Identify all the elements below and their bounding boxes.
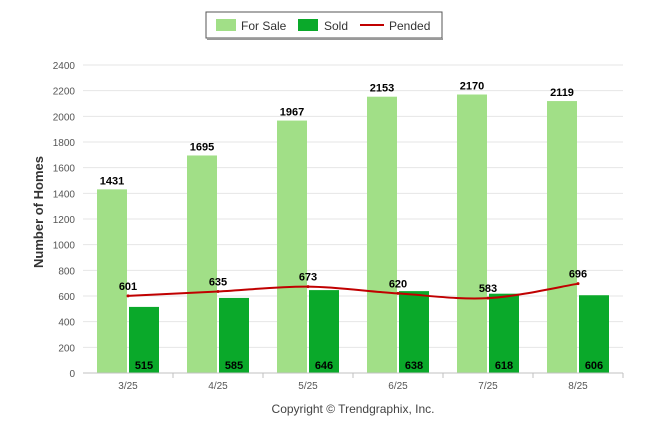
bar-sold xyxy=(489,293,519,373)
bar-sold xyxy=(399,291,429,373)
data-label-sold: 646 xyxy=(315,360,333,372)
pended-point xyxy=(306,285,310,289)
y-axis-label: Number of Homes xyxy=(31,156,46,268)
pended-line xyxy=(127,282,579,300)
pended-point xyxy=(576,282,580,286)
bar-for-sale xyxy=(457,94,487,374)
bar-for-sale xyxy=(97,189,127,373)
data-label-sold: 618 xyxy=(495,360,513,372)
y-tick-label: 0 xyxy=(69,369,75,380)
data-label-for-sale: 2153 xyxy=(370,83,394,95)
y-tick-label: 1000 xyxy=(53,241,76,252)
data-label-sold: 606 xyxy=(585,360,603,372)
data-label-sold: 638 xyxy=(405,360,423,372)
data-label-pended: 673 xyxy=(299,272,317,284)
x-tick-label: 3/25 xyxy=(118,381,138,392)
pended-point xyxy=(126,294,130,298)
bar-for-sale xyxy=(277,120,307,374)
legend: For Sale Sold Pended xyxy=(205,11,443,40)
data-label-pended: 601 xyxy=(119,281,137,293)
data-label-for-sale: 1967 xyxy=(280,107,304,119)
bar-sold xyxy=(219,297,249,373)
pended-point xyxy=(486,296,490,300)
x-tick-label: 7/25 xyxy=(478,381,498,392)
bar-for-sale xyxy=(547,101,577,373)
legend-label-sold: Sold xyxy=(324,19,348,33)
y-tick-label: 2400 xyxy=(53,61,76,72)
legend-label-for-sale: For Sale xyxy=(241,19,287,33)
copyright-text: Copyright © Trendgraphix, Inc. xyxy=(272,402,435,416)
y-tick-label: 1200 xyxy=(53,215,76,226)
pended-point xyxy=(396,291,400,295)
y-tick-label: 2000 xyxy=(53,112,76,123)
bar-sold xyxy=(309,290,339,373)
bar-sold xyxy=(579,295,609,373)
data-label-pended: 620 xyxy=(389,278,407,290)
data-labels: 1431 515 1695 585 1967 646 2153 638 2170 618 2119 6… xyxy=(100,81,603,372)
legend-label-pended: Pended xyxy=(389,19,430,33)
data-label-sold: 515 xyxy=(135,360,153,372)
bars xyxy=(97,94,609,374)
axes: 0 200 400 600 800 1000 1200 1400 1600 1800 2000 220… xyxy=(53,61,624,392)
y-tick-label: 1400 xyxy=(53,189,76,200)
y-tick-label: 1800 xyxy=(53,138,76,149)
legend-swatch-sold xyxy=(298,19,318,31)
y-tick-label: 1600 xyxy=(53,164,76,175)
data-label-pended: 635 xyxy=(209,277,227,289)
y-tick-label: 200 xyxy=(58,343,75,354)
pended-point xyxy=(216,290,220,294)
x-tick-label: 8/25 xyxy=(568,381,588,392)
data-label-pended: 583 xyxy=(479,283,497,295)
bar-for-sale xyxy=(187,155,217,373)
x-tick-label: 4/25 xyxy=(208,381,228,392)
data-label-for-sale: 2170 xyxy=(460,81,484,93)
x-tick-label: 5/25 xyxy=(298,381,318,392)
legend-swatch-for-sale xyxy=(216,19,236,31)
legend-box xyxy=(205,11,443,39)
data-label-for-sale: 2119 xyxy=(550,87,574,99)
y-tick-label: 400 xyxy=(58,318,75,329)
bar-for-sale xyxy=(367,96,397,373)
data-label-sold: 585 xyxy=(225,360,243,372)
pended-line-group xyxy=(126,282,580,300)
data-label-for-sale: 1695 xyxy=(190,141,214,153)
x-tick-label: 6/25 xyxy=(388,381,408,392)
data-label-pended: 696 xyxy=(569,269,587,281)
data-label-for-sale: 1431 xyxy=(100,175,124,187)
y-tick-label: 2200 xyxy=(53,87,76,98)
bar-sold xyxy=(129,306,159,373)
y-tick-label: 800 xyxy=(58,266,75,277)
grid xyxy=(83,64,623,374)
y-tick-label: 600 xyxy=(58,292,75,303)
